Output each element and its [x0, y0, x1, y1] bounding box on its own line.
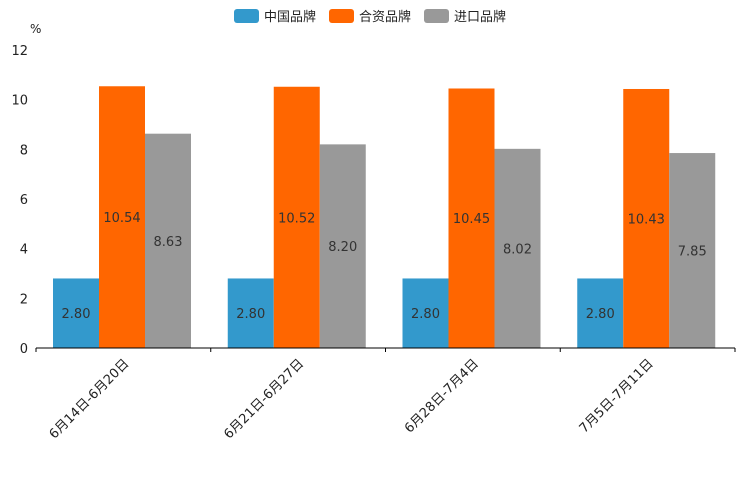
legend-swatch [234, 9, 259, 23]
bar-2-4 [623, 88, 670, 348]
bar-3-2 [319, 144, 366, 348]
bar-3-3 [494, 148, 541, 348]
bar-3-4 [669, 153, 716, 348]
data-label: 8.02 [503, 242, 532, 257]
data-label: 10.43 [628, 212, 665, 227]
y-tick-label: 10 [11, 94, 28, 109]
legend-swatch [424, 9, 449, 23]
legend-label: 进口品牌 [454, 9, 506, 25]
x-category-label: 6月28日-7月4日 [402, 356, 482, 436]
x-category-label: 6月14日-6月20日 [47, 356, 133, 442]
legend-label: 中国品牌 [264, 9, 316, 25]
x-axis: 6月14日-6月20日 6月21日-6月27日 6月28日-7月4日 7月5日-7月1… [35, 347, 736, 442]
data-label: 10.45 [453, 212, 490, 227]
data-label: 2.80 [236, 307, 265, 322]
legend-swatch [329, 9, 354, 23]
y-tick-label: 12 [11, 44, 28, 59]
bar-3-1 [145, 133, 191, 348]
y-tick-label: 6 [20, 193, 28, 208]
data-label: 7.85 [678, 245, 707, 260]
bar-1-3 [402, 278, 449, 348]
data-label: 10.52 [278, 211, 315, 226]
bar-2-2 [273, 86, 320, 349]
y-axis: 0 2 4 6 8 10 12 [11, 44, 28, 357]
data-label: 2.80 [586, 307, 615, 322]
data-label: 2.80 [62, 307, 91, 322]
bar-2-1 [99, 86, 145, 349]
bar-1-1 [53, 278, 99, 348]
y-tick-label: 2 [20, 292, 28, 307]
legend-label: 合资品牌 [359, 9, 411, 25]
data-label: 10.54 [103, 211, 140, 226]
y-tick-label: 0 [20, 342, 28, 357]
bars: 2.80 2.80 2.80 2.80 10.54 10.52 10.45 10.43 8.63… [53, 86, 716, 349]
data-label: 2.80 [411, 307, 440, 322]
y-tick-label: 4 [20, 243, 28, 258]
legend: 中国品牌 合资品牌 进口品牌 [234, 9, 506, 25]
bar-2-3 [448, 88, 495, 348]
x-category-label: 6月21日-6月27日 [221, 356, 307, 442]
bar-1-4 [577, 278, 624, 348]
x-category-label: 7月5日-7月11日 [577, 356, 657, 436]
data-label: 8.63 [154, 235, 183, 250]
data-label: 8.20 [328, 240, 357, 255]
bar-1-2 [227, 278, 274, 348]
y-axis-unit-label: % [30, 22, 41, 36]
y-tick-label: 8 [20, 143, 28, 158]
